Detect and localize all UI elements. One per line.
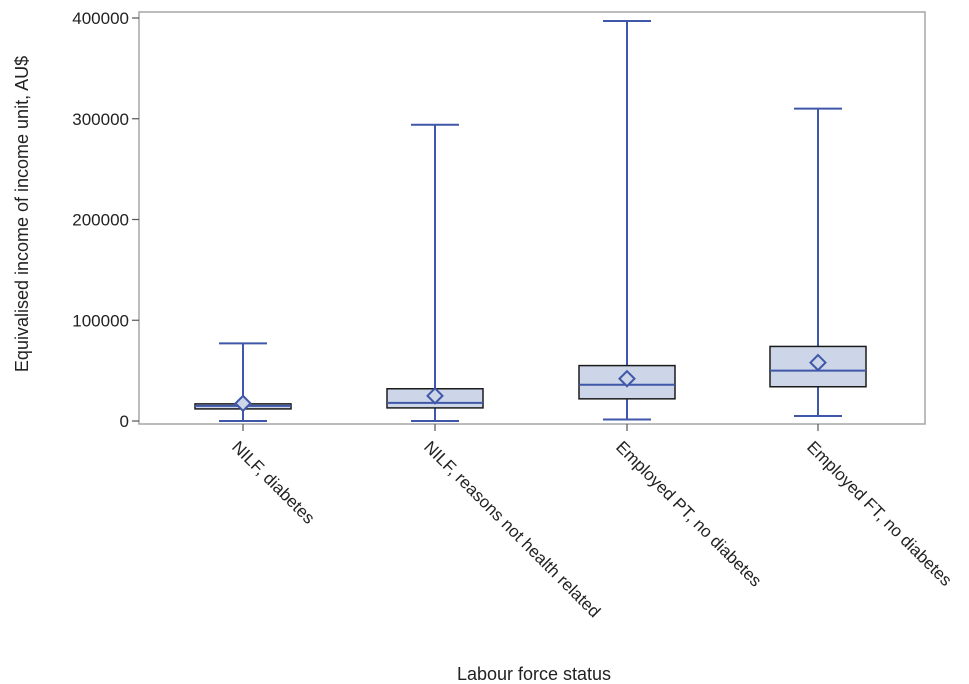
x-tick-label: Employed PT, no diabetes xyxy=(612,437,765,590)
mean-marker xyxy=(809,353,827,372)
y-tick-label: 400000 xyxy=(72,9,129,28)
y-tick-label: 100000 xyxy=(72,311,129,330)
y-tick-label: 300000 xyxy=(72,110,129,129)
box-group xyxy=(194,342,292,422)
mean-marker xyxy=(618,369,636,388)
x-tick-label: NILF, reasons not health related xyxy=(420,437,604,621)
y-tick-label: 0 xyxy=(120,412,129,431)
x-tick-label: Employed FT, no diabetes xyxy=(803,437,955,589)
box-group xyxy=(769,107,867,417)
box-group xyxy=(578,20,676,421)
y-axis: 0 100000 200000 300000 400000 xyxy=(72,9,139,431)
mean-marker xyxy=(234,394,252,413)
plot-area xyxy=(138,11,926,425)
x-tick-label: NILF, diabetes xyxy=(228,437,318,527)
y-axis-title: Equivalised income of income unit, AU$ xyxy=(12,56,32,372)
mean-marker xyxy=(426,386,444,405)
x-axis-title: Labour force status xyxy=(457,664,611,684)
plot-frame xyxy=(138,11,926,425)
box-group xyxy=(386,123,484,422)
y-tick-label: 200000 xyxy=(72,211,129,230)
x-axis: NILF, diabetes NILF, reasons not health r… xyxy=(228,424,956,621)
